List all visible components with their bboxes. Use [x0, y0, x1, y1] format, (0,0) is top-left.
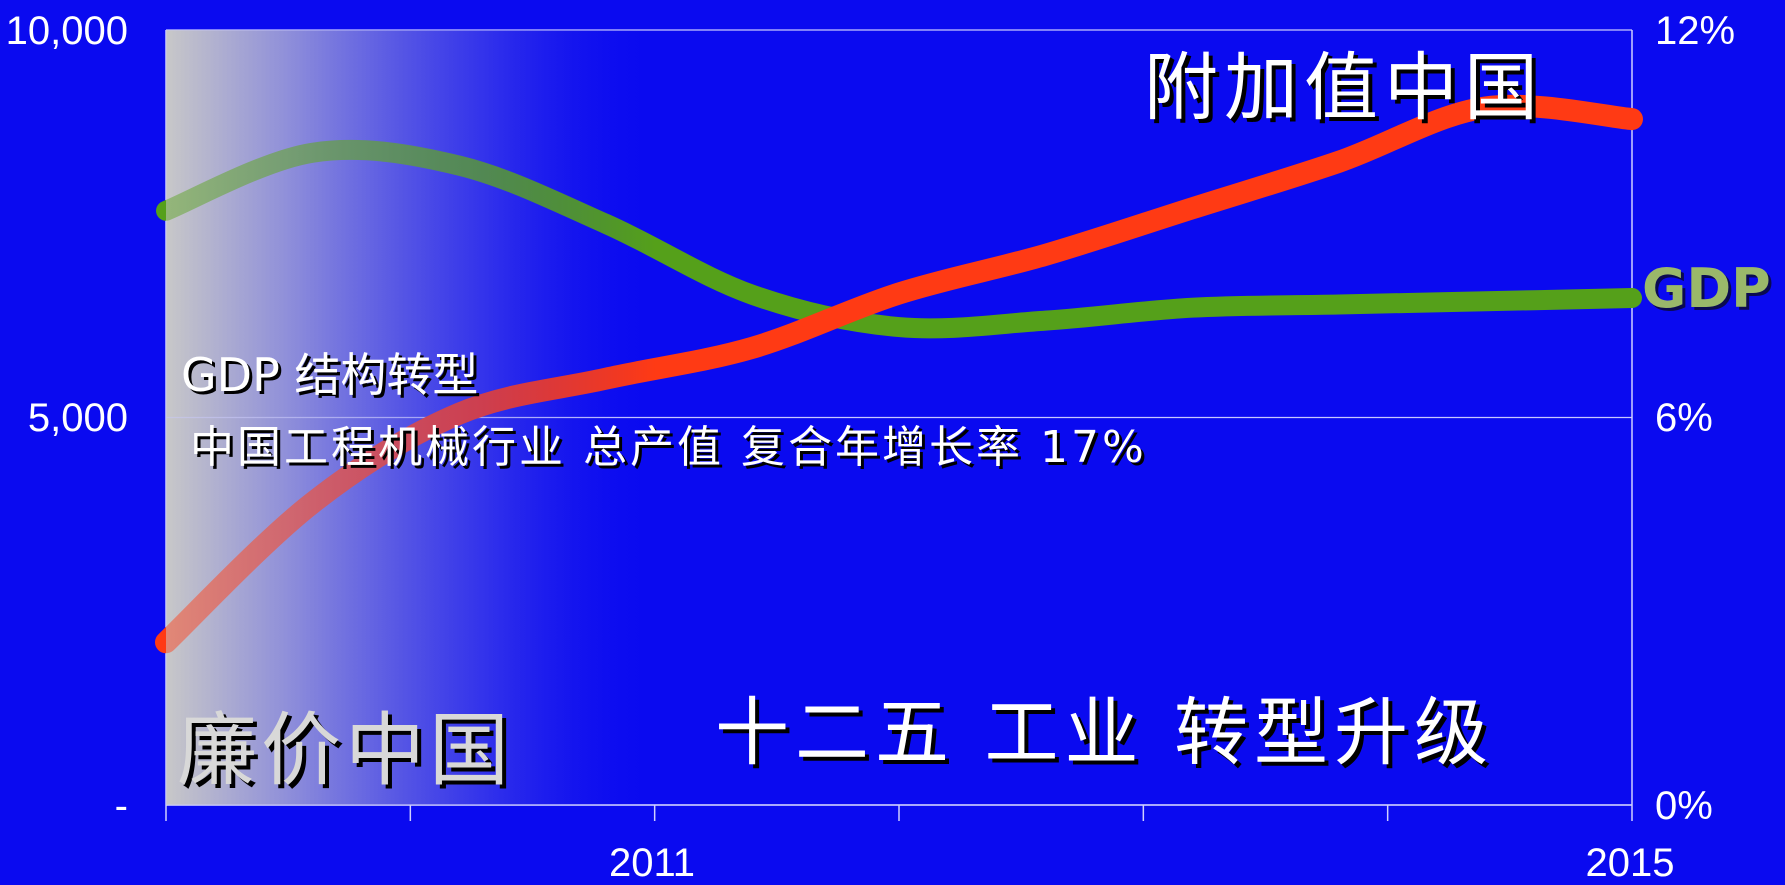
annotation-value-added-china: 附加值中国 [1144, 45, 1544, 131]
annotation-shadow: GDP 结构转型 [184, 351, 481, 405]
y-left-tick-label: 5,000 [28, 396, 128, 440]
x-tick-label: 2015 [1586, 841, 1675, 885]
annotation-12th-five-year: 十二五 工业 转型升级 [715, 690, 1494, 776]
annotation-shadow: 廉价中国 [181, 708, 517, 801]
annotation-gdp-structure: GDP 结构转型 [181, 348, 478, 402]
y-right-tick-label: 6% [1655, 396, 1713, 440]
annotation-cheap-china: 廉价中国 [177, 704, 513, 797]
fade-overlay [166, 30, 656, 805]
annotation-shadow: 十二五 工业 转型升级 [719, 694, 1498, 780]
x-tick-label: 2011 [609, 841, 695, 885]
y-right-tick-label: 12% [1655, 9, 1735, 53]
annotation-shadow: 中国工程机械行业 总产值 复合年增长率 17% [193, 425, 1150, 476]
y-right-tick-label: 0% [1655, 784, 1713, 828]
x-tick-marks [165, 805, 1633, 821]
annotation-shadow: 附加值中国 [1148, 49, 1548, 135]
gdp-series-label: GDP [1642, 257, 1771, 320]
y-left-tick-label: 10,000 [6, 9, 128, 53]
gdp-label-shadow: GDP [1645, 260, 1774, 323]
series-group [155, 30, 1643, 805]
annotation-industry-cagr: 中国工程机械行业 总产值 复合年增长率 17% [190, 422, 1147, 473]
y-left-tick-label: - [115, 784, 128, 828]
